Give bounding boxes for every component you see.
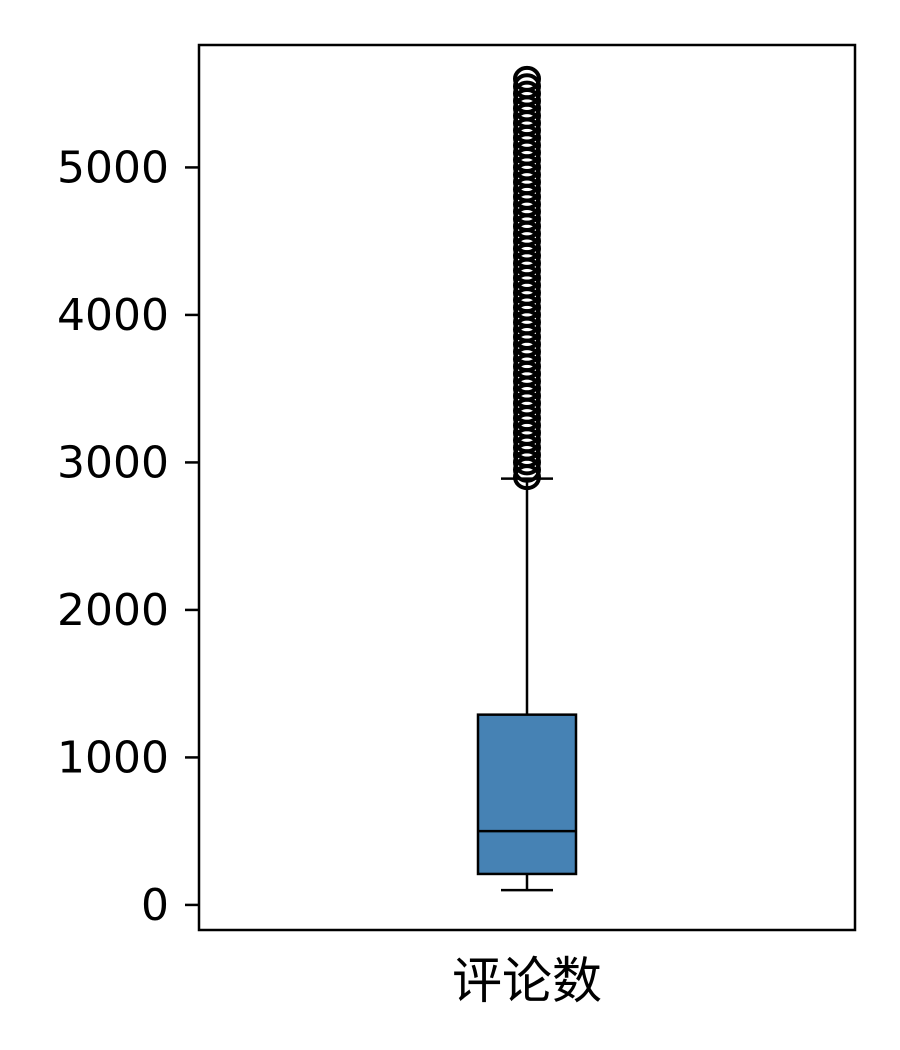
y-axis: 0 1000 2000 3000 4000 5000 (57, 142, 199, 931)
y-tick-label: 5000 (57, 142, 169, 193)
y-tick-label: 1000 (57, 732, 169, 783)
interquartile-box (476, 713, 578, 876)
outlier-point (513, 80, 541, 107)
y-tick-label: 0 (141, 880, 169, 931)
plot-marks (476, 65, 578, 892)
outlier-point (513, 65, 541, 92)
plot-frame (197, 43, 857, 932)
y-tick-label: 4000 (57, 290, 169, 341)
y-tick-label: 2000 (57, 585, 169, 636)
x-category-label: 评论数 (452, 952, 602, 1010)
outlier-point (513, 73, 541, 100)
y-tick-label: 3000 (57, 437, 169, 488)
